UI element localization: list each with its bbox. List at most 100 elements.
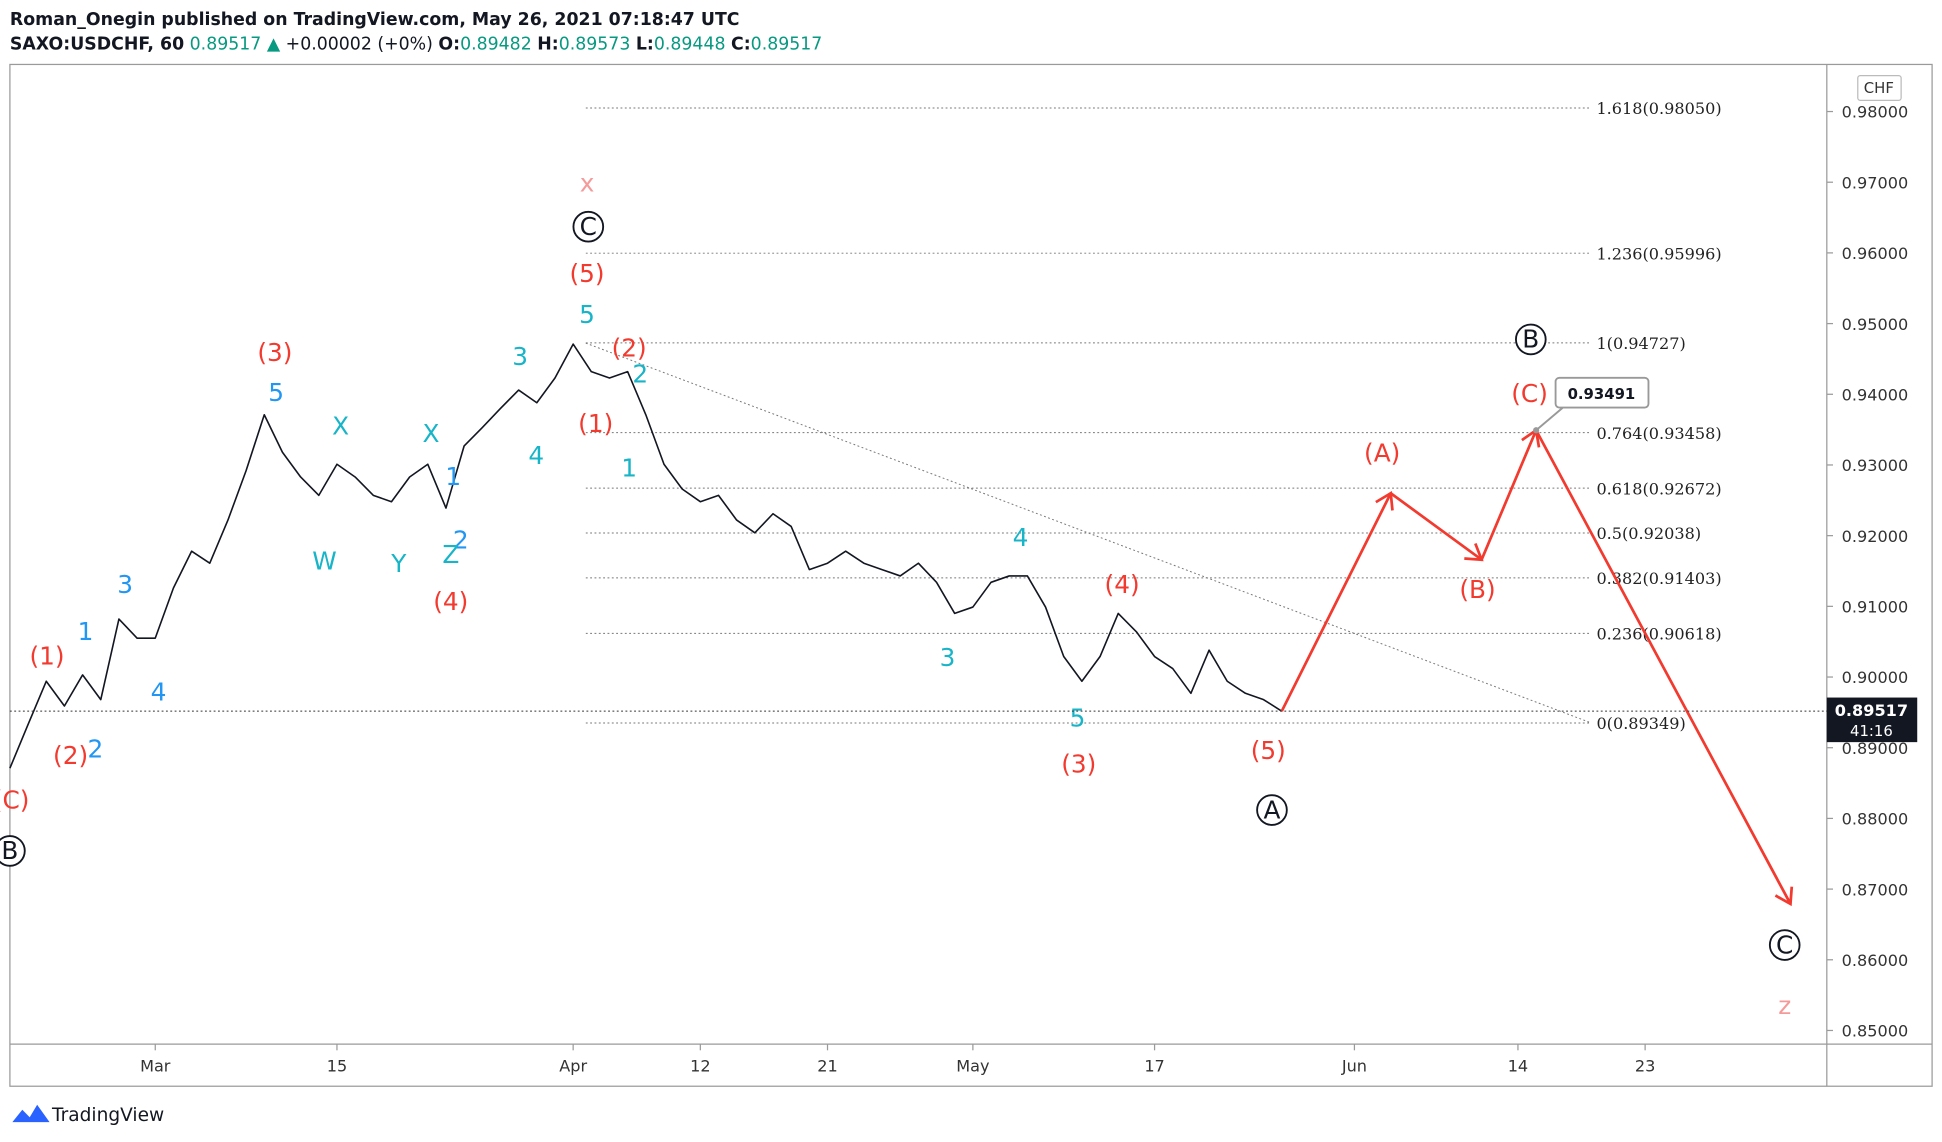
- wave-circle: [1256, 794, 1288, 826]
- arrow-head: [1774, 886, 1794, 907]
- wave-label: 4: [528, 441, 544, 470]
- wave-label: A: [1263, 795, 1280, 824]
- wave-label: Z: [442, 540, 459, 569]
- ohlc-label: C:: [731, 35, 751, 55]
- x-tick-label: 17: [1144, 1056, 1164, 1075]
- wave-label: C: [580, 212, 597, 241]
- wave-label: (B): [1459, 575, 1495, 604]
- wave-label: X: [332, 411, 349, 440]
- change: +0.00002 (+0%): [286, 35, 433, 55]
- wave-label: (2): [53, 741, 88, 770]
- chart-frame: [9, 63, 1933, 1087]
- trend-line: [585, 342, 1590, 723]
- y-tick-label: 0.86000: [1842, 951, 1909, 970]
- wave-label: 1: [621, 453, 637, 482]
- y-tick-label: 0.94000: [1842, 385, 1909, 404]
- wave-label: 2: [632, 359, 648, 388]
- x-tick-label: 23: [1635, 1056, 1655, 1075]
- x-tick-label: 14: [1508, 1056, 1528, 1075]
- wave-label: (1): [578, 409, 613, 438]
- x-tick-label: Mar: [140, 1056, 171, 1075]
- wave-circle: [1768, 929, 1801, 961]
- x-tick-label: 15: [327, 1056, 347, 1075]
- ohlc-label: L:: [636, 35, 654, 55]
- wave-label: (4): [433, 587, 468, 616]
- wave-label: B: [1, 836, 18, 865]
- footer-logo: TradingView: [12, 1104, 164, 1126]
- wave-circle: [1515, 323, 1547, 356]
- wave-label: 3: [117, 570, 133, 599]
- fib-label: 0.618(0.92672): [1596, 479, 1721, 498]
- y-tick-label: 0.90000: [1842, 668, 1909, 687]
- y-tick-label: 0.93000: [1842, 456, 1909, 475]
- countdown: 41:16: [1850, 722, 1893, 740]
- wave-label: (2): [612, 333, 647, 362]
- wave-label: (5): [1251, 736, 1286, 765]
- wave-label: (3): [257, 338, 292, 367]
- price-tag-value: 0.89517: [1835, 701, 1908, 720]
- wave-label: 3: [940, 643, 956, 672]
- wave-label: (A): [1364, 439, 1400, 468]
- fib-label: 0.764(0.93458): [1596, 424, 1721, 443]
- currency-box: [1857, 74, 1902, 101]
- callout-value: 0.93491: [1568, 385, 1636, 403]
- logo-icon: [12, 1104, 50, 1123]
- wave-label: 5: [579, 300, 595, 329]
- x-tick-label: May: [956, 1056, 990, 1075]
- wave-label: (C): [1511, 379, 1548, 408]
- fib-label: 0.382(0.91403): [1596, 569, 1721, 588]
- y-tick-label: 0.97000: [1842, 173, 1909, 192]
- x-tick-label: 12: [690, 1056, 710, 1075]
- ohlc-value: 0.89573: [559, 35, 631, 55]
- callout-anchor: [1533, 427, 1540, 434]
- fib-layer: 1.618(0.98050) 1.236(0.95996) 1(0.94727) 0.…: [585, 99, 1722, 733]
- y-tick-label: 0.96000: [1842, 244, 1909, 263]
- callout-box: [1554, 376, 1650, 409]
- wave-label: 3: [512, 342, 528, 371]
- x-tick-label: Jun: [1341, 1056, 1367, 1075]
- wave-label: 2: [453, 525, 469, 554]
- wave-label: 1: [445, 462, 461, 491]
- wave-label: x: [580, 169, 595, 198]
- wave-circle: [572, 210, 605, 243]
- arrow-head: [1464, 543, 1484, 562]
- callout-pointer: [1535, 406, 1564, 431]
- x-tick-label: 21: [817, 1056, 837, 1075]
- wave-label: (C): [0, 785, 29, 814]
- fib-label: 1.236(0.95996): [1596, 244, 1721, 263]
- ohlc-label: H:: [537, 35, 558, 55]
- fib-label: 0.236(0.90618): [1596, 625, 1721, 644]
- y-tick-label: 0.91000: [1842, 598, 1909, 617]
- y-tick-label: 0.87000: [1842, 880, 1909, 899]
- axis-layer: 0.85000 0.86000 0.87000 0.88000 0.89000 0.900…: [9, 103, 1918, 1075]
- x-tick-label: Apr: [559, 1056, 587, 1075]
- price-line: [9, 343, 1283, 769]
- wave-label: (3): [1061, 749, 1096, 778]
- wave-circle: [0, 835, 26, 867]
- y-tick-label: 0.85000: [1842, 1022, 1909, 1041]
- wave-label: 4: [1013, 523, 1029, 552]
- symbol: SAXO:USDCHF, 60: [10, 35, 184, 55]
- brand: TradingView: [51, 1105, 164, 1126]
- y-tick-label: 0.95000: [1842, 315, 1909, 334]
- currency: CHF: [1864, 79, 1894, 97]
- fib-label: 0.5(0.92038): [1596, 524, 1701, 543]
- published-line: Roman_Onegin published on TradingView.co…: [10, 10, 740, 30]
- arrow-head: [1375, 490, 1394, 511]
- wave-label: z: [1778, 991, 1791, 1020]
- symbol-line: SAXO:USDCHF, 60 0.89517 ▲ +0.00002 (+0%)…: [10, 35, 822, 55]
- wave-label: (1): [30, 642, 65, 671]
- up-arrow: ▲: [267, 35, 281, 55]
- wave-label: 2: [87, 735, 103, 764]
- y-tick-label: 0.98000: [1842, 103, 1909, 122]
- wave-label: (4): [1105, 570, 1140, 599]
- series-layer: [9, 343, 1794, 907]
- fib-label: 1.618(0.98050): [1596, 99, 1721, 118]
- wave-label: 4: [151, 678, 167, 707]
- wave-label: X: [423, 419, 440, 448]
- wave-label: W: [312, 546, 336, 575]
- price-tag: [1826, 697, 1918, 743]
- y-tick-label: 0.92000: [1842, 527, 1909, 546]
